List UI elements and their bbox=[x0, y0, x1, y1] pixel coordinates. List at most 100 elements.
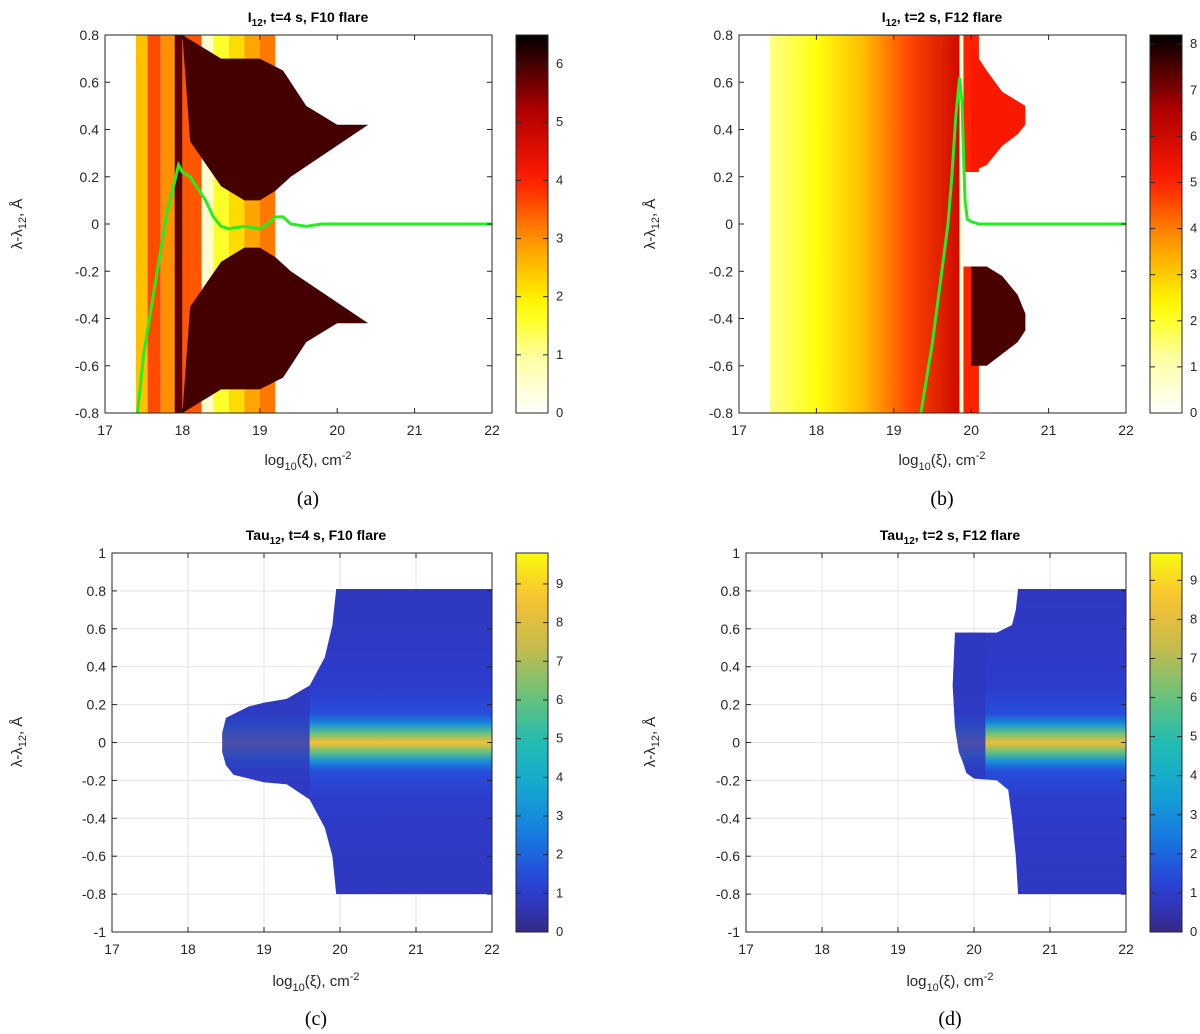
y-tick-label: -0.6 bbox=[82, 848, 106, 864]
y-tick-label: -0.4 bbox=[75, 311, 99, 327]
y-tick-label: 0.6 bbox=[87, 621, 107, 637]
colorbar-tick-label: 2 bbox=[1190, 846, 1197, 861]
colorbar-tick-label: 1 bbox=[556, 885, 563, 900]
y-tick-label: 0.2 bbox=[714, 169, 734, 185]
colorbar-tick-label: 0 bbox=[556, 405, 563, 420]
colorbar-tick-label: 4 bbox=[556, 172, 563, 187]
y-tick-label: 0.8 bbox=[721, 583, 741, 599]
colorbar-tick-label: 6 bbox=[556, 56, 563, 71]
y-axis-label: λ-λ12, Å bbox=[642, 199, 662, 250]
y-tick-label: -0.4 bbox=[82, 810, 106, 826]
colorbar-tick-label: 8 bbox=[1190, 36, 1197, 51]
colorbar-tick-label: 2 bbox=[1190, 313, 1197, 328]
x-axis-label: log10(ξ), cm-2 bbox=[264, 450, 351, 473]
y-tick-label: 0.8 bbox=[714, 27, 734, 43]
x-tick-label: 21 bbox=[407, 422, 423, 438]
y-tick-label: 0.4 bbox=[80, 122, 100, 138]
y-tick-label: 0.8 bbox=[80, 27, 100, 43]
y-tick-label: 0.2 bbox=[87, 697, 107, 713]
plot-area-d bbox=[746, 553, 1126, 932]
colorbar-tick-label: 9 bbox=[1190, 572, 1197, 587]
colorbar-tick-label: 4 bbox=[556, 769, 563, 784]
y-tick-label: 1 bbox=[732, 545, 740, 561]
colorbar-tick-label: 6 bbox=[556, 692, 563, 707]
intensity-band bbox=[201, 35, 214, 413]
y-tick-label: 0 bbox=[732, 735, 740, 751]
intensity-wing-lower bbox=[971, 266, 1026, 366]
y-tick-label: -0.8 bbox=[716, 886, 740, 902]
y-tick-label: -0.2 bbox=[709, 263, 733, 279]
x-tick-label: 20 bbox=[966, 941, 982, 957]
x-tick-label: 22 bbox=[484, 422, 500, 438]
x-tick-label: 21 bbox=[1041, 422, 1057, 438]
colorbar-tick-label: 5 bbox=[1190, 729, 1197, 744]
colorbar-tick-label: 2 bbox=[556, 289, 563, 304]
plot-area-b bbox=[739, 35, 1126, 413]
y-tick-label: -0.4 bbox=[716, 810, 740, 826]
colorbar-tick-label: 0 bbox=[1190, 405, 1197, 420]
plot-area-c bbox=[112, 553, 492, 932]
x-tick-label: 22 bbox=[1118, 422, 1134, 438]
colorbar-tick-label: 3 bbox=[1190, 267, 1197, 282]
x-axis-label: log10(ξ), cm-2 bbox=[898, 450, 985, 473]
tau-region bbox=[952, 589, 1126, 895]
y-tick-label: 0.4 bbox=[721, 659, 741, 675]
x-tick-label: 21 bbox=[1042, 941, 1058, 957]
colorbar-tick-label: 4 bbox=[1190, 768, 1197, 783]
profile-line bbox=[919, 77, 1126, 413]
panel-b: 17 18 19 20 21 22-0.8-0.6-0.4-0.200.20.40.60.… bbox=[642, 9, 1197, 473]
chart-title: I12, t=2 s, F12 flare bbox=[882, 9, 1003, 29]
y-tick-label: -0.4 bbox=[709, 311, 733, 327]
intensity-gradient bbox=[769, 35, 960, 413]
intensity-band bbox=[147, 35, 161, 413]
x-tick-label: 20 bbox=[329, 422, 345, 438]
caption-a: (a) bbox=[296, 488, 320, 510]
y-tick-label: -0.2 bbox=[716, 772, 740, 788]
y-tick-label: 0.4 bbox=[714, 122, 734, 138]
chart-title: Tau12, t=4 s, F10 flare bbox=[246, 527, 387, 547]
colorbar-tick-label: 9 bbox=[556, 576, 563, 591]
colorbar-tick-label: 0 bbox=[1190, 924, 1197, 939]
colorbar-tick-label: 3 bbox=[556, 231, 563, 246]
colorbar-tick-label: 6 bbox=[1190, 128, 1197, 143]
intensity-wing-lower bbox=[182, 247, 369, 413]
x-tick-label: 17 bbox=[731, 422, 747, 438]
panel-d: 17 18 19 20 21 22-1-0.8-0.6-0.4-0.200.20.40.6… bbox=[642, 527, 1197, 994]
x-tick-label: 18 bbox=[809, 422, 825, 438]
panel-c: 17 18 19 20 21 22-1-0.8-0.6-0.4-0.200.20.40.6… bbox=[9, 527, 563, 994]
colorbar-tick-label: 4 bbox=[1190, 221, 1197, 236]
x-tick-label: 18 bbox=[175, 422, 191, 438]
colorbar-tick-label: 6 bbox=[1190, 690, 1197, 705]
y-tick-label: -0.6 bbox=[75, 358, 99, 374]
y-axis-label: λ-λ12, Å bbox=[9, 717, 29, 768]
x-tick-label: 21 bbox=[408, 941, 424, 957]
y-tick-label: 0 bbox=[91, 216, 99, 232]
colorbar bbox=[515, 34, 549, 414]
colorbar-tick-label: 5 bbox=[1190, 175, 1197, 190]
x-tick-label: 18 bbox=[180, 941, 196, 957]
colorbar-tick-label: 3 bbox=[1190, 807, 1197, 822]
x-tick-label: 22 bbox=[484, 941, 500, 957]
y-tick-label: -0.2 bbox=[82, 772, 106, 788]
y-tick-label: 1 bbox=[98, 545, 106, 561]
y-tick-label: 0.8 bbox=[87, 583, 107, 599]
caption-b: (b) bbox=[930, 488, 954, 510]
x-tick-label: 19 bbox=[886, 422, 902, 438]
y-tick-label: 0.6 bbox=[714, 74, 734, 90]
colorbar-tick-label: 1 bbox=[1190, 885, 1197, 900]
intensity-wing-upper bbox=[182, 35, 369, 201]
x-tick-label: 22 bbox=[1118, 941, 1134, 957]
chart-title: Tau12, t=2 s, F12 flare bbox=[880, 527, 1021, 547]
panel-a: 17 18 19 20 21 22-0.8-0.6-0.4-0.200.20.40.60.… bbox=[9, 9, 563, 473]
colorbar bbox=[515, 552, 549, 933]
x-tick-label: 20 bbox=[963, 422, 979, 438]
y-axis-label: λ-λ12, Å bbox=[642, 717, 662, 768]
x-axis-label: log10(ξ), cm-2 bbox=[906, 971, 993, 994]
y-tick-label: -0.6 bbox=[709, 358, 733, 374]
tau-region bbox=[222, 589, 492, 895]
y-tick-label: 0.2 bbox=[80, 169, 100, 185]
caption-d: (d) bbox=[938, 1008, 962, 1030]
y-tick-label: 0.6 bbox=[721, 621, 741, 637]
chart-title: I12, t=4 s, F10 flare bbox=[248, 9, 369, 29]
